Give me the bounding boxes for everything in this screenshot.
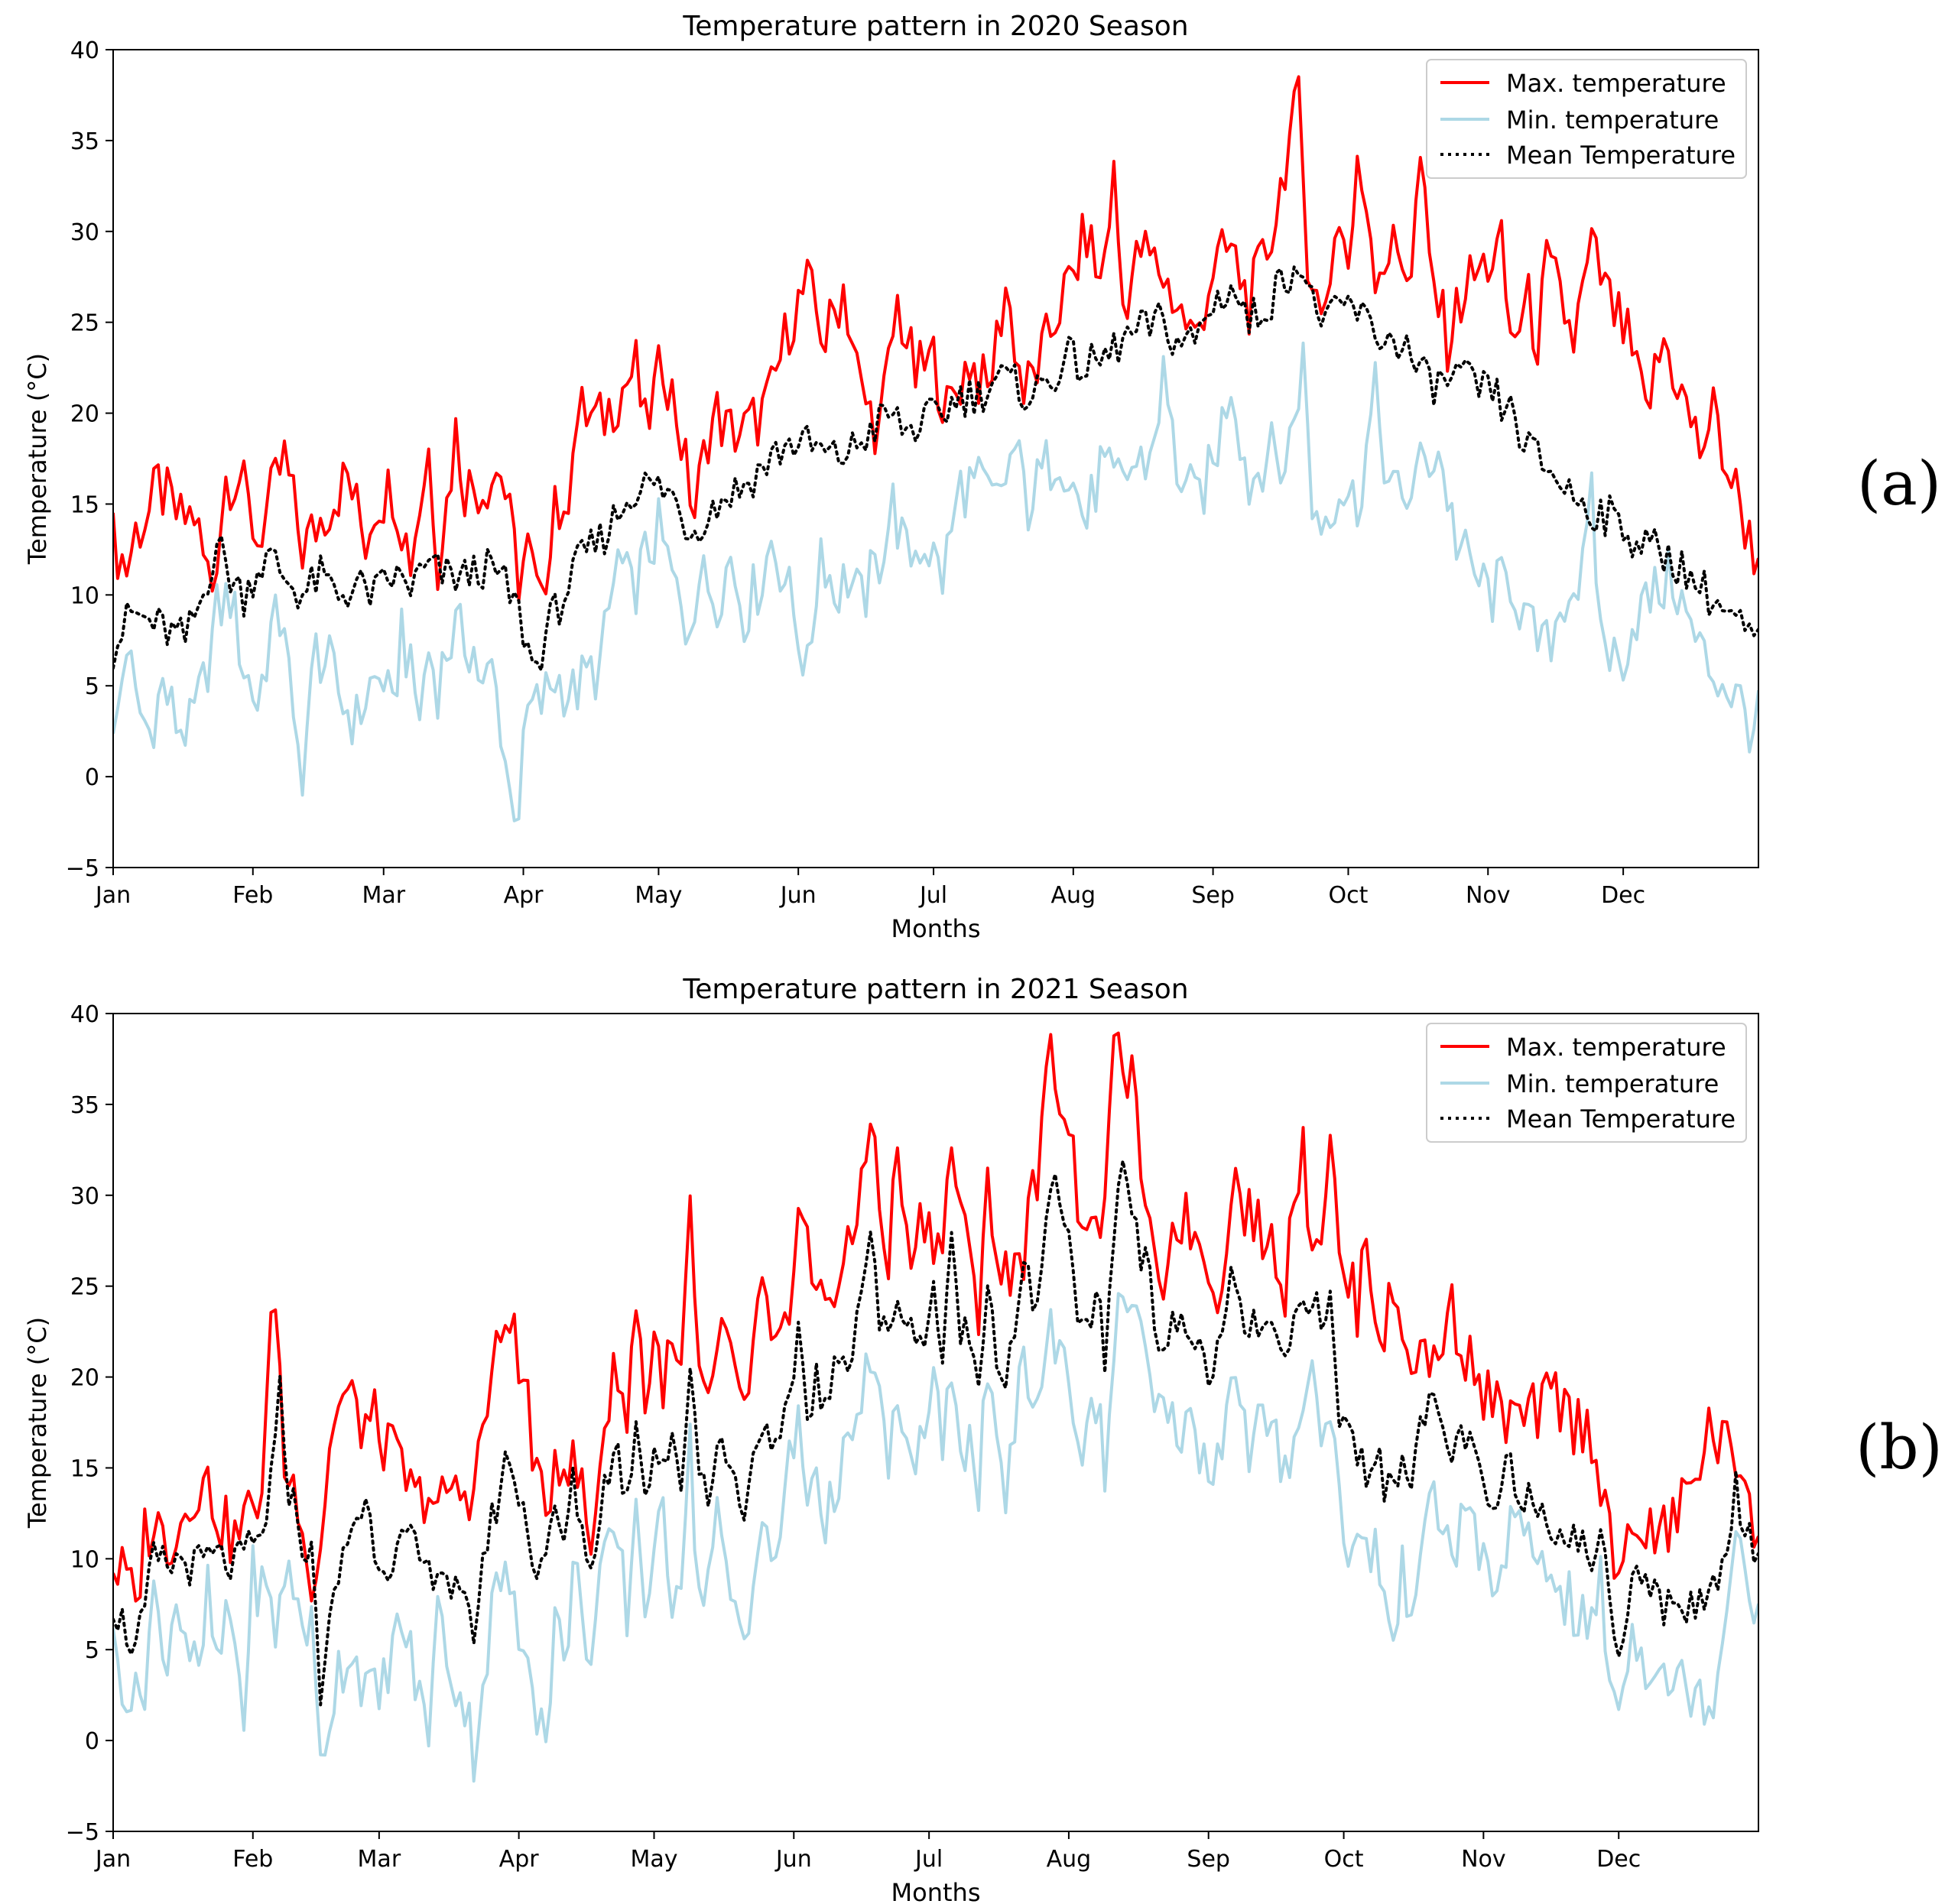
y-tick-label: 40 xyxy=(70,37,99,64)
y-tick-label: 30 xyxy=(70,1183,99,1210)
max-temperature-line xyxy=(113,75,1758,602)
x-tick-label: Mar xyxy=(362,882,405,909)
y-tick-label: 0 xyxy=(85,764,99,791)
legend-label-min: Min. temperature xyxy=(1506,105,1719,135)
y-tick-label: 20 xyxy=(70,1365,99,1392)
x-axis-label: Months xyxy=(891,914,981,943)
x-tick-label: May xyxy=(635,882,682,909)
min-temperature-line xyxy=(113,341,1758,822)
x-tick-label: Apr xyxy=(499,1846,540,1873)
x-tick-label: Oct xyxy=(1324,1846,1364,1873)
legend-box xyxy=(1426,1023,1747,1143)
legend-label-mean: Mean Temperature xyxy=(1506,1104,1736,1134)
panel-label-b: (b) xyxy=(1856,1412,1943,1483)
chart-title: Temperature pattern in 2021 Season xyxy=(682,974,1188,1005)
y-tick-label: 5 xyxy=(85,1637,99,1664)
y-tick-label: 10 xyxy=(70,582,99,609)
x-tick-label: Nov xyxy=(1461,1846,1506,1873)
y-tick-label: 20 xyxy=(70,401,99,428)
y-tick-label: −5 xyxy=(66,855,99,882)
chart-panel-b: Temperature pattern in 2021 Season −5 0 5 1… xyxy=(23,974,1943,1904)
x-tick-label: Feb xyxy=(232,882,273,909)
x-tick-label: Jan xyxy=(94,1846,131,1873)
legend-box xyxy=(1426,59,1747,179)
x-tick-label: Jan xyxy=(94,882,131,909)
y-tick-label: 35 xyxy=(70,128,99,155)
legend: Max. temperature Min. temperature Mean T… xyxy=(1426,1023,1747,1143)
y-tick-label: 40 xyxy=(70,1001,99,1028)
chart-panel-a: Temperature pattern in 2020 Season −5 0 5 1… xyxy=(23,11,1941,943)
mean-temperature-line xyxy=(113,1159,1758,1707)
y-tick-label: 5 xyxy=(85,673,99,700)
y-axis-label: Temperature (°C) xyxy=(23,1317,52,1529)
min-temperature-line xyxy=(113,1292,1758,1783)
y-tick-label: 25 xyxy=(70,310,99,337)
chart-title: Temperature pattern in 2020 Season xyxy=(682,11,1188,42)
x-tick-label: Apr xyxy=(504,882,544,909)
x-tick-label: Nov xyxy=(1466,882,1511,909)
x-tick-label: Feb xyxy=(232,1846,273,1873)
x-tick-label: Jun xyxy=(774,1846,812,1873)
axes-frame xyxy=(112,1013,1759,1832)
x-tick-label: Mar xyxy=(358,1846,401,1873)
x-tick-label: May xyxy=(630,1846,677,1873)
mean-temperature-line xyxy=(113,265,1758,672)
x-tick-label: Jul xyxy=(914,1846,943,1873)
x-tick-label: Oct xyxy=(1329,882,1369,909)
y-tick-label: −5 xyxy=(66,1819,99,1846)
max-temperature-line xyxy=(113,1031,1758,1603)
x-axis-label: Months xyxy=(891,1878,981,1904)
x-tick-label: Jun xyxy=(779,882,817,909)
y-axis-label: Temperature (°C) xyxy=(23,353,52,565)
y-tick-label: 15 xyxy=(70,1455,99,1482)
x-tick-label: Aug xyxy=(1051,882,1096,909)
x-tick-label: Dec xyxy=(1596,1846,1641,1873)
y-tick-label: 10 xyxy=(70,1546,99,1573)
legend-label-mean: Mean Temperature xyxy=(1506,141,1736,170)
legend-label-max: Max. temperature xyxy=(1506,69,1726,98)
legend-label-min: Min. temperature xyxy=(1506,1069,1719,1098)
axes-frame xyxy=(112,49,1759,868)
x-tick-label: Jul xyxy=(918,882,947,909)
x-tick-label: Aug xyxy=(1047,1846,1092,1873)
y-tick-label: 25 xyxy=(70,1274,99,1301)
y-tick-label: 30 xyxy=(70,219,99,246)
y-tick-label: 15 xyxy=(70,491,99,518)
legend-label-max: Max. temperature xyxy=(1506,1033,1726,1062)
y-tick-label: 35 xyxy=(70,1092,99,1119)
panel-label-a: (a) xyxy=(1857,448,1941,519)
x-tick-label: Sep xyxy=(1187,1846,1230,1873)
x-tick-label: Dec xyxy=(1601,882,1645,909)
y-tick-label: 0 xyxy=(85,1728,99,1755)
legend: Max. temperature Min. temperature Mean T… xyxy=(1426,59,1747,179)
x-tick-label: Sep xyxy=(1191,882,1235,909)
